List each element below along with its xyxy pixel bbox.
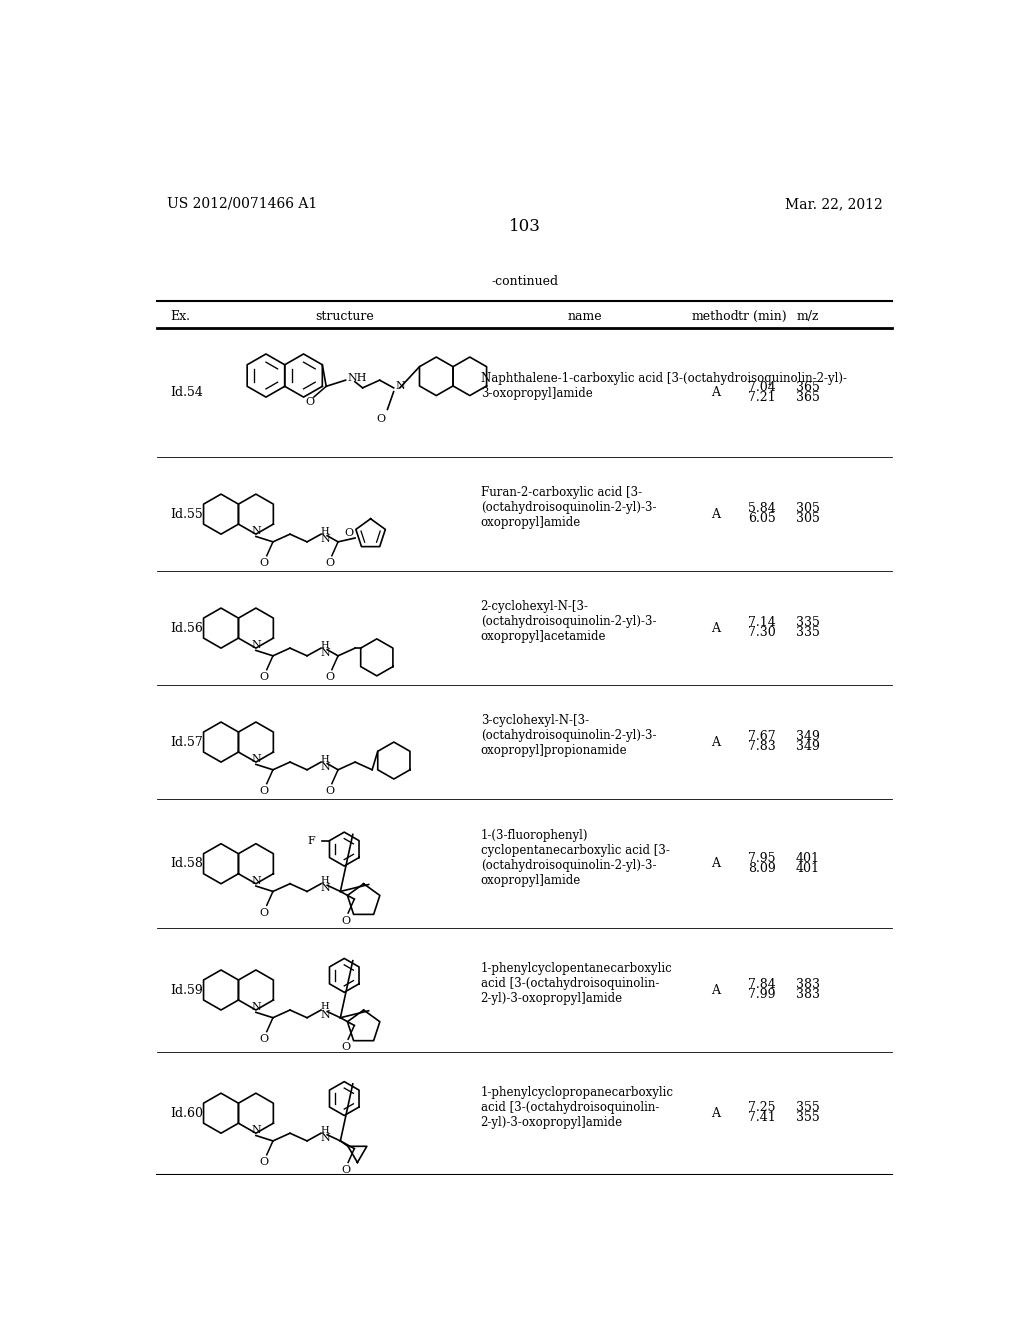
Text: Id.56: Id.56 bbox=[171, 622, 204, 635]
Text: name: name bbox=[568, 310, 602, 323]
Text: 349: 349 bbox=[796, 741, 819, 754]
Text: N: N bbox=[251, 640, 261, 649]
Text: O: O bbox=[377, 413, 386, 424]
Text: A: A bbox=[711, 385, 720, 399]
Text: N: N bbox=[321, 883, 330, 894]
Text: Furan-2-carboxylic acid [3-
(octahydroisoquinolin-2-yl)-3-
oxopropyl]amide: Furan-2-carboxylic acid [3- (octahydrois… bbox=[480, 487, 656, 529]
Text: H: H bbox=[321, 527, 329, 536]
Text: 349: 349 bbox=[796, 730, 819, 743]
Text: O: O bbox=[260, 1035, 269, 1044]
Text: tr (min): tr (min) bbox=[737, 310, 786, 323]
Text: 305: 305 bbox=[796, 502, 819, 515]
Text: 3-cyclohexyl-N-[3-
(octahydroisoquinolin-2-yl)-3-
oxopropyl]propionamide: 3-cyclohexyl-N-[3- (octahydroisoquinolin… bbox=[480, 714, 656, 758]
Text: Id.59: Id.59 bbox=[171, 983, 204, 997]
Text: O: O bbox=[260, 558, 269, 569]
Text: Id.57: Id.57 bbox=[171, 735, 204, 748]
Text: O: O bbox=[341, 1041, 350, 1052]
Text: A: A bbox=[711, 983, 720, 997]
Text: O: O bbox=[325, 558, 334, 569]
Text: N: N bbox=[251, 875, 261, 886]
Text: 1-(3-fluorophenyl)
cyclopentanecarboxylic acid [3-
(octahydroisoquinolin-2-yl)-3: 1-(3-fluorophenyl) cyclopentanecarboxyli… bbox=[480, 829, 670, 887]
Text: N: N bbox=[321, 1010, 330, 1019]
Text: O: O bbox=[260, 672, 269, 682]
Text: 7.67: 7.67 bbox=[749, 730, 776, 743]
Text: N: N bbox=[321, 648, 330, 657]
Text: Ex.: Ex. bbox=[171, 310, 190, 323]
Text: N: N bbox=[321, 1133, 330, 1143]
Text: O: O bbox=[305, 397, 314, 407]
Text: N: N bbox=[251, 1125, 261, 1135]
Text: A: A bbox=[711, 508, 720, 520]
Text: Naphthalene-1-carboxylic acid [3-(octahydroisoquinolin-2-yl)-
3-oxopropyl]amide: Naphthalene-1-carboxylic acid [3-(octahy… bbox=[480, 372, 847, 400]
Text: Id.58: Id.58 bbox=[171, 857, 204, 870]
Text: m/z: m/z bbox=[797, 310, 819, 323]
Text: 305: 305 bbox=[796, 512, 819, 525]
Text: H: H bbox=[321, 640, 329, 649]
Text: 365: 365 bbox=[796, 391, 819, 404]
Text: 383: 383 bbox=[796, 989, 819, 1001]
Text: N: N bbox=[251, 1002, 261, 1012]
Text: 401: 401 bbox=[796, 851, 819, 865]
Text: O: O bbox=[260, 908, 269, 917]
Text: -continued: -continued bbox=[492, 276, 558, 289]
Text: N: N bbox=[251, 527, 261, 536]
Text: 7.83: 7.83 bbox=[749, 741, 776, 754]
Text: A: A bbox=[711, 622, 720, 635]
Text: 335: 335 bbox=[796, 626, 819, 639]
Text: H: H bbox=[321, 1126, 329, 1135]
Text: US 2012/0071466 A1: US 2012/0071466 A1 bbox=[167, 197, 317, 211]
Text: 355: 355 bbox=[796, 1111, 819, 1125]
Text: NH: NH bbox=[347, 372, 367, 383]
Text: O: O bbox=[344, 528, 353, 539]
Text: H: H bbox=[321, 876, 329, 886]
Text: A: A bbox=[711, 1106, 720, 1119]
Text: O: O bbox=[341, 1166, 350, 1175]
Text: Id.60: Id.60 bbox=[171, 1106, 204, 1119]
Text: O: O bbox=[325, 787, 334, 796]
Text: 7.99: 7.99 bbox=[749, 989, 776, 1001]
Text: A: A bbox=[711, 857, 720, 870]
Text: 7.14: 7.14 bbox=[749, 616, 776, 630]
Text: 383: 383 bbox=[796, 978, 819, 991]
Text: O: O bbox=[260, 787, 269, 796]
Text: N: N bbox=[321, 533, 330, 544]
Text: 7.84: 7.84 bbox=[749, 978, 776, 991]
Text: H: H bbox=[321, 755, 329, 763]
Text: 355: 355 bbox=[796, 1101, 819, 1114]
Text: O: O bbox=[341, 916, 350, 925]
Text: N: N bbox=[321, 762, 330, 772]
Text: 401: 401 bbox=[796, 862, 819, 875]
Text: 8.09: 8.09 bbox=[749, 862, 776, 875]
Text: 7.41: 7.41 bbox=[749, 1111, 776, 1125]
Text: method: method bbox=[691, 310, 739, 323]
Text: Mar. 22, 2012: Mar. 22, 2012 bbox=[785, 197, 883, 211]
Text: H: H bbox=[321, 1002, 329, 1011]
Text: 1-phenylcyclopentanecarboxylic
acid [3-(octahydroisoquinolin-
2-yl)-3-oxopropyl]: 1-phenylcyclopentanecarboxylic acid [3-(… bbox=[480, 962, 673, 1006]
Text: 5.84: 5.84 bbox=[749, 502, 776, 515]
Text: 2-cyclohexyl-N-[3-
(octahydroisoquinolin-2-yl)-3-
oxopropyl]acetamide: 2-cyclohexyl-N-[3- (octahydroisoquinolin… bbox=[480, 601, 656, 643]
Text: O: O bbox=[260, 1158, 269, 1167]
Text: 7.04: 7.04 bbox=[749, 380, 776, 393]
Text: 7.30: 7.30 bbox=[749, 626, 776, 639]
Text: F: F bbox=[308, 836, 315, 846]
Text: 7.21: 7.21 bbox=[749, 391, 776, 404]
Text: A: A bbox=[711, 735, 720, 748]
Text: N: N bbox=[251, 754, 261, 764]
Text: 6.05: 6.05 bbox=[749, 512, 776, 525]
Text: 103: 103 bbox=[509, 218, 541, 235]
Text: 1-phenylcyclopropanecarboxylic
acid [3-(octahydroisoquinolin-
2-yl)-3-oxopropyl]: 1-phenylcyclopropanecarboxylic acid [3-(… bbox=[480, 1085, 674, 1129]
Text: 335: 335 bbox=[796, 616, 819, 630]
Text: 365: 365 bbox=[796, 380, 819, 393]
Text: 7.95: 7.95 bbox=[749, 851, 776, 865]
Text: Id.55: Id.55 bbox=[171, 508, 204, 520]
Text: 7.25: 7.25 bbox=[749, 1101, 776, 1114]
Text: N: N bbox=[395, 380, 404, 391]
Text: structure: structure bbox=[315, 310, 375, 323]
Text: Id.54: Id.54 bbox=[171, 385, 204, 399]
Text: O: O bbox=[325, 672, 334, 682]
